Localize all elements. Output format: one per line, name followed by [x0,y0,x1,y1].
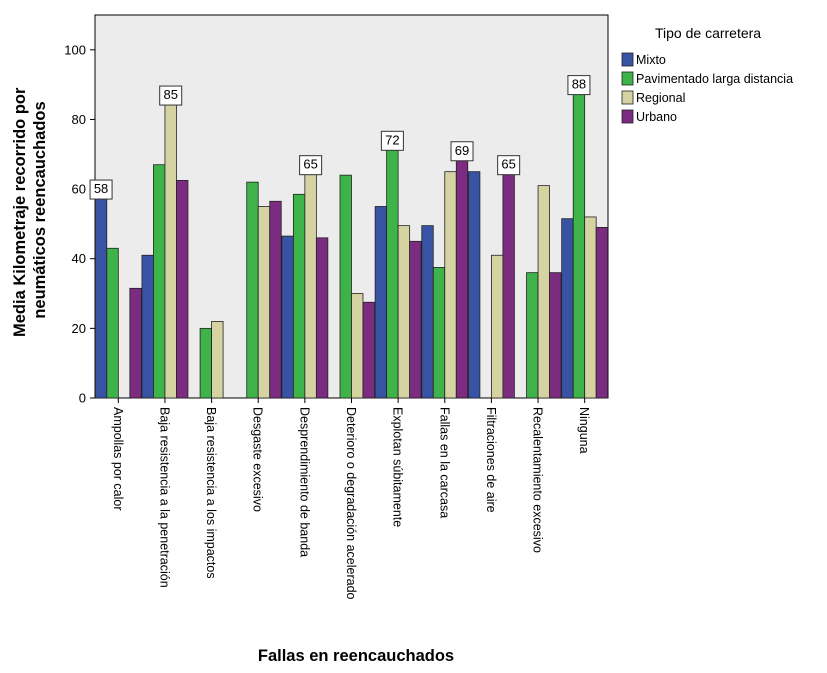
data-label: 85 [163,87,177,102]
data-label-box [89,179,113,200]
bar-pavimentado-larga-distancia [106,247,119,399]
bar-urbano [176,179,189,399]
bar-pavimentado-larga-distancia [386,146,399,399]
data-label-box [299,155,323,176]
bar-pavimentado-larga-distancia [153,164,166,399]
data-label-box [497,155,521,176]
bar-pavimentado-larga-distancia [572,91,586,399]
bar-regional [257,206,271,399]
bar-mixto [374,206,388,399]
bar-regional [584,216,597,399]
legend-swatch [621,109,634,124]
y-tick-label: 0 [79,391,86,406]
category-label: Desgaste excesivo [251,407,265,512]
bar-urbano [455,157,469,399]
category-label: Ampollas por calor [111,407,125,511]
bar-pavimentado-larga-distancia [526,272,539,399]
legend-title: Tipo de carretera [655,25,761,41]
bar-regional [164,101,177,399]
category-label: Desprendimiento de banda [297,407,311,557]
data-label-box [450,141,474,162]
bars-group [94,91,609,399]
bar-urbano [129,287,142,399]
data-label: 65 [303,157,317,172]
bar-urbano [362,301,375,399]
category-label: Recalentamiento excesivo [531,407,545,553]
legend-swatch [621,71,634,86]
legend-label: Regional [636,91,685,105]
bar-mixto [468,171,481,399]
bar-urbano [409,240,422,399]
bar-pavimentado-larga-distancia [292,193,306,399]
y-tick-label: 100 [64,42,86,57]
category-label: Baja resistencia a la penetración [157,407,171,588]
bar-regional [444,171,457,399]
data-labels-group: 58 85 65 72 69 65 88 [89,75,591,200]
y-tick-label: 60 [72,182,86,197]
category-label: Baja resistencia a los impactos [204,407,218,579]
data-label: 65 [501,157,515,172]
x-axis: Ampollas por calor Baja resistencia a la … [111,398,591,600]
data-label: 58 [94,181,108,196]
category-label: Filtraciones de aire [484,407,498,513]
data-label: 88 [572,77,586,92]
bar-mixto [141,254,154,399]
bar-regional [397,225,411,399]
bar-urbano [315,237,329,399]
legend-swatch [621,52,634,67]
bar-regional [304,171,317,399]
bar-regional [351,293,364,399]
legend-swatch [621,90,634,105]
data-label-box [380,130,404,151]
data-label-box [159,85,183,106]
category-label: Deterioro o degradación acelerado [344,407,358,600]
bar-regional [211,320,224,399]
y-tick-label: 80 [72,112,86,127]
y-axis: 0 20 40 60 80 100 [64,42,95,406]
bar-urbano [269,200,282,399]
bar-mixto [561,218,574,399]
bar-mixto [281,235,294,399]
bar-mixto [421,225,434,399]
bar-regional [491,254,504,399]
category-label: Ninguna [577,407,591,454]
data-label: 72 [385,132,399,147]
bar-urbano [502,171,515,399]
legend: Tipo de carretera Mixto Pavimentado larga… [621,25,793,124]
bar-pavimentado-larga-distancia [339,174,352,399]
bar-pavimentado-larga-distancia [199,327,212,399]
legend-label: Mixto [636,53,666,67]
y-axis-title-line-2: neumáticos reencauchados [31,101,49,318]
bar-pavimentado-larga-distancia [432,267,446,399]
bar-urbano [595,226,609,399]
y-axis-title: Media Kilometraje recorrido por neumátic… [11,83,49,337]
y-tick-label: 40 [72,251,86,266]
data-label-box [567,75,591,96]
bar-mixto [94,195,108,399]
legend-label: Urbano [636,110,677,124]
y-tick-label: 20 [72,321,86,336]
bar-urbano [549,272,562,399]
bar-regional [537,185,550,399]
legend-label: Pavimentado larga distancia [636,72,793,86]
bar-pavimentado-larga-distancia [246,181,259,399]
category-label: Fallas en la carcasa [437,407,451,518]
data-label: 69 [455,143,469,158]
category-label: Explotan súbitamente [391,407,405,527]
x-axis-title: Fallas en reencauchados [258,647,454,665]
y-axis-title-line-1: Media Kilometraje recorrido por [11,87,29,337]
